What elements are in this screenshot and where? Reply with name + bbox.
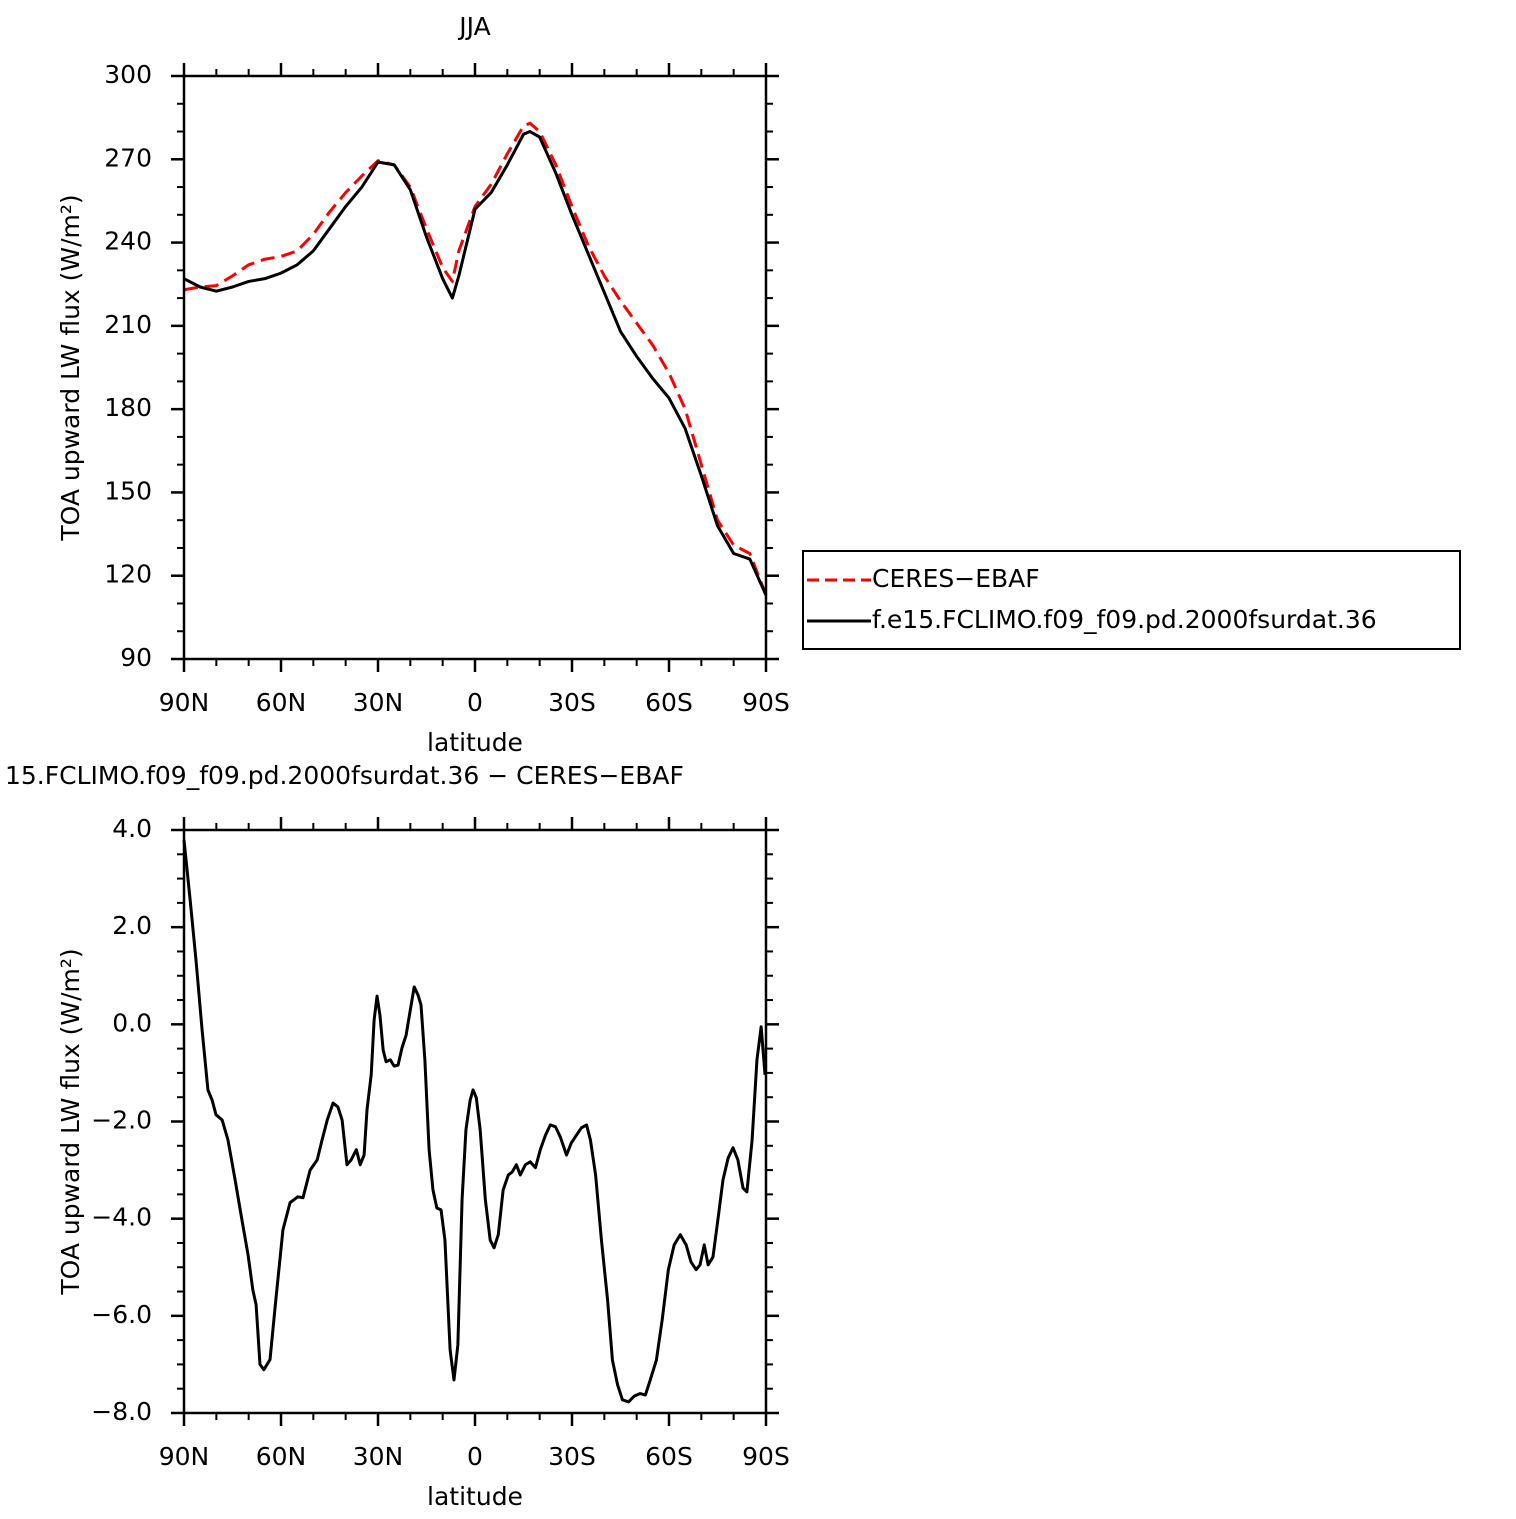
y-tick-label: 210 [104, 310, 152, 339]
data-line [182, 839, 767, 1404]
x-tick-label: 30N [353, 688, 404, 717]
legend-box [802, 550, 1461, 650]
y-tick-label: 4.0 [112, 814, 152, 843]
x-tick-label: 0 [467, 688, 483, 717]
x-axis-label: latitude [427, 1482, 523, 1511]
data-line [183, 130, 768, 596]
y-tick-label: −6.0 [91, 1300, 152, 1329]
y-tick-label: 2.0 [112, 911, 152, 940]
y-tick-label: 180 [104, 393, 152, 422]
y-tick-label: 150 [104, 476, 152, 505]
legend-label: f.e15.FCLIMO.f09_f09.pd.2000fsurdat.36 [872, 605, 1377, 634]
y-axis-label: TOA upward LW flux (W/m²) [56, 194, 85, 541]
x-tick-label: 30N [353, 1442, 404, 1471]
y-tick-label: 300 [104, 60, 152, 89]
y-tick-label: 0.0 [112, 1008, 152, 1037]
y-tick-label: 90 [120, 643, 152, 672]
x-axis-label: latitude [427, 728, 523, 757]
y-tick-label: 120 [104, 560, 152, 589]
x-tick-label: 90N [159, 1442, 210, 1471]
x-tick-label: 30S [548, 688, 596, 717]
y-tick-label: 270 [104, 143, 152, 172]
plot-frame [182, 828, 768, 1415]
y-tick-label: 240 [104, 227, 152, 256]
plot-frame [182, 74, 768, 661]
x-tick-label: 60N [256, 688, 307, 717]
x-tick-label: 60N [256, 1442, 307, 1471]
x-tick-label: 90S [742, 688, 790, 717]
x-tick-label: 90N [159, 688, 210, 717]
legend-label: CERES−EBAF [872, 564, 1040, 593]
chart-title: JJA [457, 12, 490, 41]
x-tick-label: 60S [645, 1442, 693, 1471]
y-tick-label: −4.0 [91, 1203, 152, 1232]
x-tick-label: 0 [467, 1442, 483, 1471]
x-tick-label: 60S [645, 688, 693, 717]
y-axis-label: TOA upward LW flux (W/m²) [56, 948, 85, 1295]
x-tick-label: 90S [742, 1442, 790, 1471]
chart-title: 15.FCLIMO.f09_f09.pd.2000fsurdat.36 − CE… [5, 761, 684, 790]
y-tick-label: −8.0 [91, 1397, 152, 1426]
data-line [183, 121, 768, 596]
y-tick-label: −2.0 [91, 1106, 152, 1135]
x-tick-label: 30S [548, 1442, 596, 1471]
